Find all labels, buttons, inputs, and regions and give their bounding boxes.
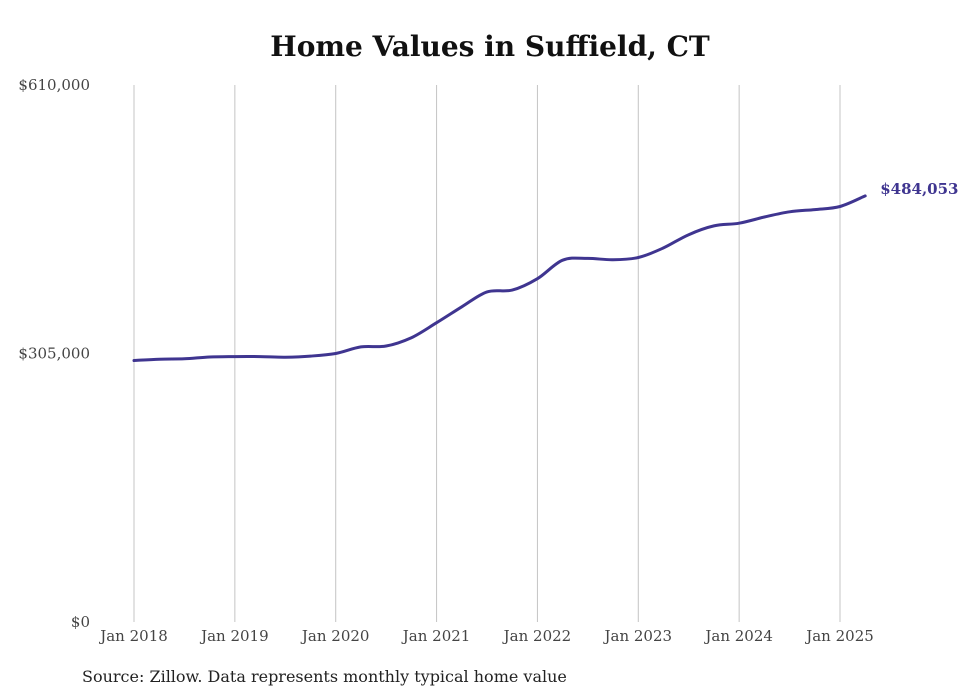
- y-tick-label: $0: [71, 613, 90, 631]
- source-note: Source: Zillow. Data represents monthly …: [82, 667, 567, 686]
- chart-title: Home Values in Suffield, CT: [270, 30, 710, 63]
- x-tick-label: Jan 2024: [703, 627, 773, 645]
- x-tick-label: Jan 2022: [502, 627, 572, 645]
- end-value-label: $484,053: [880, 180, 958, 198]
- x-tick-label: Jan 2018: [98, 627, 168, 645]
- series-line: [132, 194, 867, 362]
- y-tick-label: $305,000: [18, 345, 90, 363]
- y-axis-labels: $0 $305,000 $610,000: [18, 76, 90, 631]
- gridlines: [133, 85, 841, 622]
- x-tick-label: Jan 2023: [603, 627, 673, 645]
- x-tick-label: Jan 2019: [199, 627, 269, 645]
- x-axis-labels: Jan 2018 Jan 2019 Jan 2020 Jan 2021 Jan 2022…: [98, 627, 874, 645]
- series-lines: $484,053: [132, 180, 958, 362]
- x-tick-label: Jan 2021: [401, 627, 471, 645]
- x-tick-label: Jan 2025: [804, 627, 874, 645]
- y-tick-label: $610,000: [18, 76, 90, 94]
- x-tick-label: Jan 2020: [300, 627, 370, 645]
